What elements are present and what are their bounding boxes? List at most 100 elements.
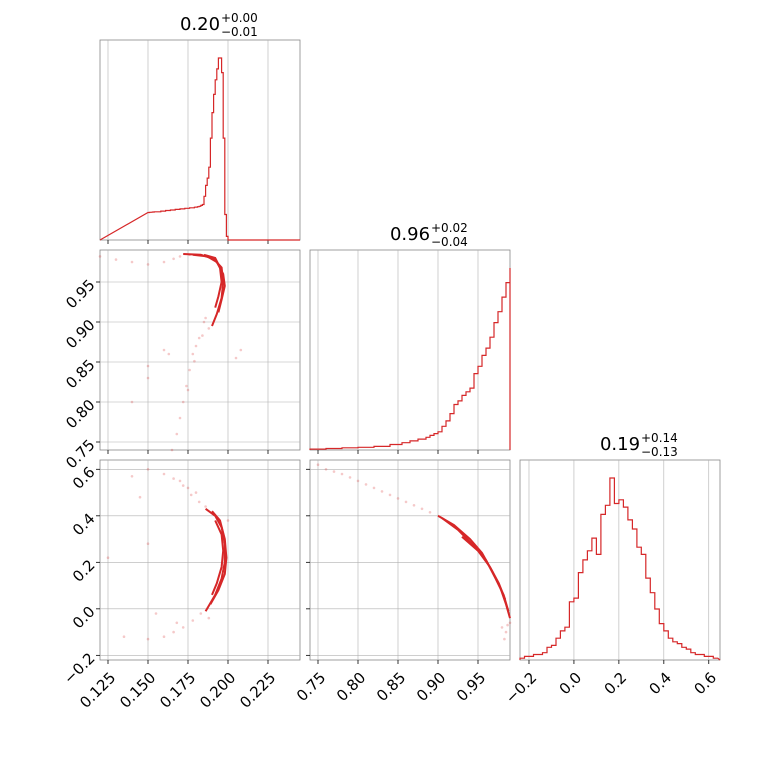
scatter-point bbox=[207, 616, 211, 620]
scatter-point bbox=[197, 500, 201, 504]
scatter-point bbox=[396, 497, 400, 500]
contour-line bbox=[441, 517, 510, 612]
scatter-point bbox=[204, 505, 207, 508]
scatter-point bbox=[506, 623, 509, 627]
tick-label-x: 0.85 bbox=[373, 669, 409, 705]
tick-label-x: 0.150 bbox=[116, 669, 159, 712]
grid-lower-1-0 bbox=[96, 250, 300, 454]
scatter-point bbox=[500, 626, 504, 629]
panel-lower-1-0 bbox=[96, 249, 301, 454]
tick-label-x: −0.2 bbox=[502, 669, 540, 707]
tick-label-x: 0.225 bbox=[236, 669, 279, 712]
tick-label-x: 0.90 bbox=[413, 669, 449, 705]
title-diag-1-plus: +0.02 bbox=[431, 221, 468, 235]
scatter-point bbox=[178, 416, 182, 420]
scatter-point bbox=[504, 630, 508, 634]
tick-label-y: 0.85 bbox=[62, 356, 98, 392]
scatter-point bbox=[146, 263, 150, 266]
scatter-point bbox=[324, 468, 328, 471]
title-diag-1: 0.96 bbox=[390, 224, 430, 245]
frame-lower-2-0 bbox=[99, 459, 301, 661]
scatter-point bbox=[172, 630, 175, 634]
scatter-point bbox=[191, 619, 195, 622]
tick-label-x: 0.6 bbox=[690, 669, 720, 699]
scatter-point bbox=[503, 637, 506, 641]
histogram-diag-1 bbox=[309, 268, 511, 450]
scatter-point bbox=[197, 336, 201, 340]
scatter-point bbox=[162, 472, 166, 476]
scatter-point bbox=[202, 320, 206, 324]
scatter-point bbox=[175, 621, 179, 625]
scatter-point bbox=[239, 348, 243, 352]
title-diag-2: 0.19 bbox=[600, 434, 640, 455]
scatter-point bbox=[181, 626, 185, 629]
scatter-point bbox=[364, 483, 368, 486]
tick-label-y: 0.75 bbox=[62, 436, 98, 472]
histogram-diag-2 bbox=[519, 477, 721, 661]
points-lower-2-0 bbox=[106, 468, 230, 641]
scatter-point bbox=[194, 491, 198, 494]
scatter-point bbox=[172, 257, 175, 261]
tick-label-x: 0.80 bbox=[333, 669, 369, 705]
scatter-point bbox=[98, 255, 102, 258]
scatter-point bbox=[412, 504, 416, 507]
frame-diag-0 bbox=[99, 39, 301, 241]
contour-line bbox=[461, 535, 507, 600]
scatter-point bbox=[146, 542, 150, 545]
scatter-point bbox=[106, 556, 110, 559]
tick-label-x: 0.0 bbox=[556, 669, 586, 699]
title-diag-1-minus: −0.04 bbox=[431, 235, 468, 249]
grid-lower-2-0 bbox=[96, 460, 300, 664]
scatter-point bbox=[356, 479, 360, 483]
scatter-point bbox=[146, 376, 150, 380]
panel-diag-1: 0.96 +0.02 −0.04 bbox=[309, 221, 511, 454]
panel-diag-2: 0.19 +0.14 −0.13 bbox=[519, 431, 721, 664]
scatter-point bbox=[130, 400, 134, 404]
tick-label-y: 0.0 bbox=[69, 603, 99, 633]
contour-line bbox=[209, 510, 228, 605]
scatter-point bbox=[191, 352, 195, 356]
scatter-point bbox=[380, 490, 384, 493]
tick-label-x: 0.200 bbox=[196, 669, 239, 712]
panel-diag-0: 0.20 +0.00 −0.01 bbox=[99, 11, 301, 244]
scatter-point bbox=[178, 479, 182, 483]
frame-lower-2-1 bbox=[309, 459, 511, 661]
scatter-point bbox=[130, 260, 134, 264]
scatter-point bbox=[388, 493, 392, 497]
scatter-point bbox=[194, 344, 198, 348]
scatter-point bbox=[193, 359, 196, 363]
scatter-point bbox=[204, 316, 207, 320]
scatter-point bbox=[167, 352, 171, 356]
scatter-point bbox=[420, 507, 424, 511]
contour-line bbox=[211, 520, 225, 596]
contour-line bbox=[192, 253, 226, 313]
frame-lower-1-0 bbox=[99, 249, 301, 451]
scatter-point bbox=[181, 400, 185, 404]
scatter-point bbox=[162, 635, 166, 638]
contour-line bbox=[203, 253, 223, 308]
scatter-point bbox=[404, 500, 408, 504]
grid-diag-0 bbox=[107, 40, 269, 244]
grid-diag-2 bbox=[528, 460, 710, 664]
grid-lower-2-1 bbox=[306, 460, 510, 664]
scatter-point bbox=[138, 495, 142, 499]
scatter-point bbox=[172, 477, 175, 480]
title-diag-0-plus: +0.00 bbox=[221, 11, 258, 25]
scatter-point bbox=[162, 260, 166, 264]
scatter-point bbox=[186, 486, 190, 490]
grid-diag-1 bbox=[317, 250, 479, 454]
tick-label-x: 0.95 bbox=[453, 669, 489, 705]
title-diag-0: 0.20 bbox=[180, 14, 220, 35]
tick-label-x: 0.175 bbox=[156, 669, 199, 712]
scatter-point bbox=[372, 486, 376, 490]
scatter-point bbox=[114, 258, 118, 261]
scatter-point bbox=[188, 368, 191, 372]
title-diag-2-plus: +0.14 bbox=[641, 431, 678, 445]
tick-label-y: 0.95 bbox=[62, 276, 98, 312]
scatter-point bbox=[340, 472, 344, 476]
scatter-point bbox=[508, 621, 512, 625]
scatter-point bbox=[162, 348, 166, 352]
tick-label-y: 0.80 bbox=[62, 396, 98, 432]
histogram-diag-0 bbox=[99, 57, 300, 241]
scatter-point bbox=[175, 432, 179, 436]
